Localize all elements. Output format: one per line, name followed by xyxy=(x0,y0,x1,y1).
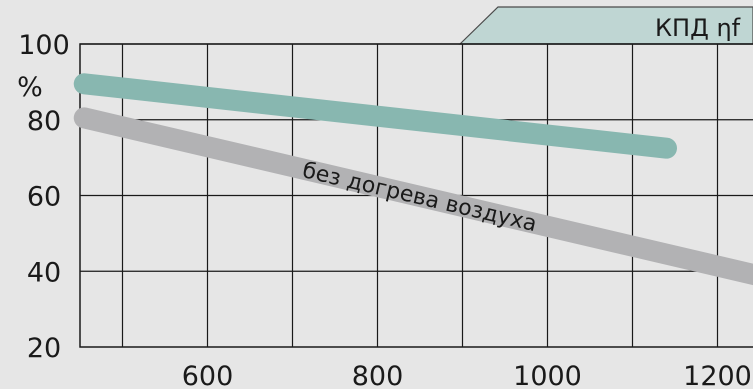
series-layer xyxy=(73,73,753,286)
series-line-1 xyxy=(73,73,677,159)
title-banner: КПД ηf xyxy=(458,6,753,45)
y-tick-label: 60 xyxy=(27,182,61,213)
x-tick-label: 600 xyxy=(182,361,234,389)
x-tick-labels: 600 800 1000 1200 xyxy=(182,361,752,389)
y-tick-label: 40 xyxy=(27,257,61,288)
y-axis-unit: % xyxy=(17,72,43,103)
chart-title: КПД ηf xyxy=(655,14,741,42)
y-tick-label: 20 xyxy=(27,333,61,364)
y-tick-label: 100 xyxy=(18,30,70,61)
y-tick-label: 80 xyxy=(27,106,61,137)
y-tick-labels: 20 40 60 80 100 xyxy=(18,30,70,364)
x-tick-label: 1200 xyxy=(683,361,752,389)
x-tick-label: 1000 xyxy=(513,361,582,389)
x-tick-label: 800 xyxy=(352,361,404,389)
series-line-2 xyxy=(73,107,753,286)
plot-frame xyxy=(79,43,753,348)
